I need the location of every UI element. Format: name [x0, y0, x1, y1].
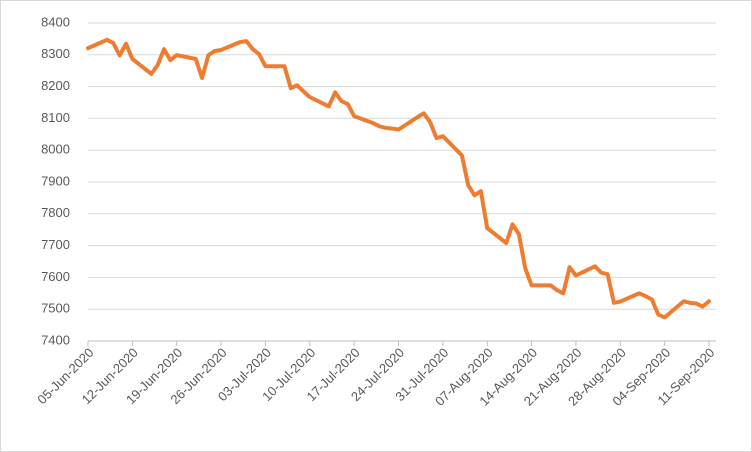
y-tick-label: 8100 — [41, 110, 70, 125]
y-tick-label: 8000 — [41, 142, 70, 157]
data-line — [86, 37, 711, 320]
y-tick-label: 7900 — [41, 173, 70, 188]
y-tick-label: 7700 — [41, 237, 70, 252]
y-tick-label: 7600 — [41, 269, 70, 284]
y-tick-label: 7400 — [41, 332, 70, 347]
y-tick-label: 8200 — [41, 78, 70, 93]
y-tick-label: 7500 — [41, 301, 70, 316]
y-tick-label: 8300 — [41, 46, 70, 61]
y-tick-label: 8400 — [41, 14, 70, 29]
y-tick-label: 7800 — [41, 205, 70, 220]
